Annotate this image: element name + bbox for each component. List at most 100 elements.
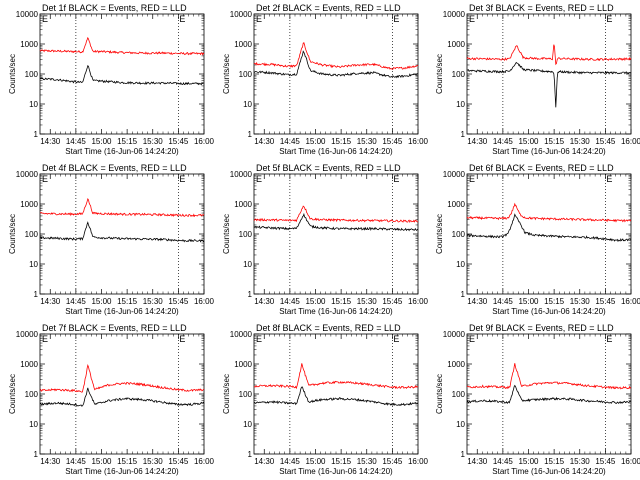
marker-e-left: E: [469, 14, 475, 24]
plot-frame: [39, 13, 205, 135]
x-tick-label: 16:00: [194, 297, 215, 306]
y-tick-label: 100: [239, 230, 253, 239]
x-axis-label: Start Time (16-Jun-06 14:24:20): [492, 147, 606, 156]
y-axis-label: Counts/sec: [435, 374, 444, 414]
x-tick-label: 14:45: [280, 297, 301, 306]
x-tick-label: 15:45: [382, 297, 403, 306]
y-tick-label: 1: [34, 450, 39, 459]
y-axis-label: Counts/sec: [222, 54, 231, 94]
x-axis-label: Start Time (16-Jun-06 14:24:20): [492, 467, 606, 476]
series-line-lld: [253, 42, 419, 71]
marker-e-right: E: [179, 174, 185, 184]
marker-e-right: E: [393, 174, 399, 184]
marker-e-right: E: [606, 14, 612, 24]
x-tick-label: 14:45: [493, 457, 514, 466]
x-tick-label: 15:00: [305, 457, 326, 466]
x-tick-label: 14:45: [66, 297, 87, 306]
y-tick-label: 100: [452, 390, 466, 399]
y-axis-label: Counts/sec: [435, 214, 444, 254]
x-tick-label: 15:45: [168, 137, 189, 146]
x-tick-label: 15:45: [382, 137, 403, 146]
y-tick-label: 10000: [230, 10, 253, 19]
x-tick-label: 14:45: [66, 137, 87, 146]
x-tick-label: 14:30: [254, 297, 275, 306]
y-tick-label: 1000: [447, 360, 465, 369]
x-tick-label: 14:30: [254, 457, 275, 466]
y-tick-label: 10: [456, 420, 465, 429]
x-tick-label: 16:00: [408, 137, 429, 146]
x-tick-label: 14:30: [254, 137, 275, 146]
x-tick-label: 15:30: [357, 457, 378, 466]
x-tick-label: 15:45: [168, 297, 189, 306]
x-tick-label: 14:30: [467, 297, 488, 306]
x-tick-label: 15:45: [595, 457, 616, 466]
x-tick-label: 14:45: [280, 137, 301, 146]
y-tick-label: 10: [243, 100, 252, 109]
marker-e-right: E: [393, 334, 399, 344]
y-tick-label: 10: [243, 420, 252, 429]
y-tick-label: 10000: [16, 330, 39, 339]
y-tick-label: 100: [25, 390, 39, 399]
y-axis-label: Counts/sec: [435, 54, 444, 94]
series-line-lld: [39, 36, 205, 56]
marker-e-left: E: [256, 14, 262, 24]
y-tick-label: 1000: [234, 40, 252, 49]
x-tick-label: 15:00: [305, 297, 326, 306]
x-tick-label: 15:00: [91, 457, 112, 466]
x-tick-label: 14:45: [493, 137, 514, 146]
x-tick-label: 16:00: [194, 137, 215, 146]
y-tick-label: 1000: [20, 360, 38, 369]
series-line-lld: [466, 44, 632, 66]
x-tick-label: 16:00: [194, 457, 215, 466]
x-tick-label: 16:00: [621, 457, 640, 466]
marker-e-left: E: [256, 334, 262, 344]
plot-frame: [39, 173, 205, 295]
panel-title: Det 5f BLACK = Events, RED = LLD: [256, 163, 401, 173]
x-axis-label: Start Time (16-Jun-06 14:24:20): [279, 307, 393, 316]
y-tick-label: 10000: [16, 170, 39, 179]
y-tick-label: 1000: [234, 200, 252, 209]
x-tick-label: 15:30: [570, 137, 591, 146]
y-tick-label: 100: [239, 390, 253, 399]
y-tick-label: 1: [248, 290, 253, 299]
x-axis-label: Start Time (16-Jun-06 14:24:20): [65, 467, 179, 476]
y-tick-label: 100: [25, 230, 39, 239]
series-line-lld: [39, 363, 205, 393]
panel-title: Det 3f BLACK = Events, RED = LLD: [469, 3, 614, 13]
x-tick-label: 15:15: [331, 137, 352, 146]
x-tick-label: 15:00: [518, 457, 539, 466]
y-tick-label: 100: [239, 70, 253, 79]
y-tick-label: 10000: [230, 170, 253, 179]
series-line-lld: [39, 197, 205, 218]
y-tick-label: 10000: [230, 330, 253, 339]
y-tick-label: 100: [25, 70, 39, 79]
x-axis-label: Start Time (16-Jun-06 14:24:20): [492, 307, 606, 316]
x-tick-label: 14:45: [493, 297, 514, 306]
y-tick-label: 10: [29, 420, 38, 429]
plot-frame: [253, 173, 419, 295]
x-axis-label: Start Time (16-Jun-06 14:24:20): [65, 307, 179, 316]
y-tick-label: 10: [29, 100, 38, 109]
series-line-events: [253, 386, 419, 407]
marker-e-left: E: [42, 334, 48, 344]
x-tick-label: 15:15: [544, 137, 565, 146]
y-tick-label: 1000: [234, 360, 252, 369]
x-tick-label: 14:45: [66, 457, 87, 466]
y-tick-label: 10: [29, 260, 38, 269]
x-tick-label: 15:45: [168, 457, 189, 466]
panel-title: Det 7f BLACK = Events, RED = LLD: [42, 323, 187, 333]
y-tick-label: 1000: [447, 200, 465, 209]
x-tick-label: 15:15: [117, 297, 138, 306]
marker-e-left: E: [469, 174, 475, 184]
series-line-lld: [466, 202, 632, 223]
x-tick-label: 15:30: [143, 137, 164, 146]
y-axis-label: Counts/sec: [222, 214, 231, 254]
series-line-events: [466, 61, 632, 108]
y-tick-label: 1000: [20, 40, 38, 49]
